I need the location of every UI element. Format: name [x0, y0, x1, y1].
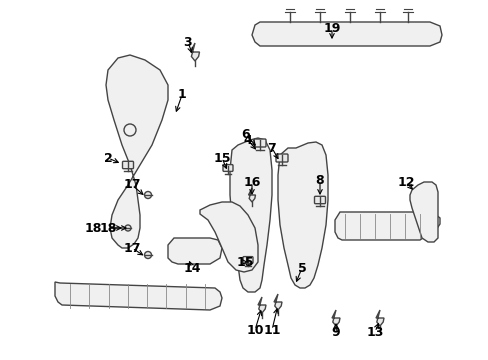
FancyBboxPatch shape	[223, 165, 232, 171]
Text: 13: 13	[366, 325, 383, 338]
Text: 11: 11	[263, 324, 280, 337]
Polygon shape	[200, 202, 258, 272]
FancyBboxPatch shape	[253, 139, 265, 147]
Text: 6: 6	[241, 129, 250, 141]
Text: 14: 14	[183, 261, 201, 274]
Polygon shape	[190, 43, 199, 61]
Text: 17: 17	[123, 179, 141, 192]
Text: 4: 4	[243, 134, 252, 147]
Polygon shape	[334, 212, 439, 240]
FancyBboxPatch shape	[275, 154, 287, 162]
Polygon shape	[55, 282, 222, 310]
FancyBboxPatch shape	[122, 161, 133, 169]
FancyBboxPatch shape	[243, 257, 252, 264]
Text: 16: 16	[243, 175, 260, 189]
Text: 3: 3	[183, 36, 192, 49]
Polygon shape	[273, 294, 282, 310]
Circle shape	[125, 225, 131, 231]
Text: 1: 1	[177, 89, 186, 102]
Polygon shape	[106, 55, 168, 248]
FancyBboxPatch shape	[314, 196, 325, 204]
Text: 5: 5	[297, 261, 306, 274]
Polygon shape	[251, 22, 441, 46]
Polygon shape	[168, 238, 222, 264]
Text: 8: 8	[315, 174, 324, 186]
Circle shape	[144, 252, 151, 258]
Text: 17: 17	[123, 242, 141, 255]
Circle shape	[144, 192, 151, 198]
Text: 7: 7	[267, 141, 276, 154]
Text: 18: 18	[99, 221, 117, 234]
Text: 12: 12	[396, 175, 414, 189]
Polygon shape	[258, 297, 265, 313]
Text: 10: 10	[246, 324, 263, 337]
Polygon shape	[229, 138, 271, 292]
Text: 9: 9	[331, 325, 340, 338]
Text: 19: 19	[323, 22, 340, 35]
Text: 15: 15	[236, 256, 253, 269]
Polygon shape	[278, 142, 327, 288]
Text: 2: 2	[103, 152, 112, 165]
Polygon shape	[409, 182, 437, 242]
Text: 18: 18	[84, 221, 102, 234]
Polygon shape	[375, 310, 383, 326]
Text: 15: 15	[213, 152, 230, 165]
Polygon shape	[331, 310, 339, 326]
Polygon shape	[248, 188, 255, 202]
